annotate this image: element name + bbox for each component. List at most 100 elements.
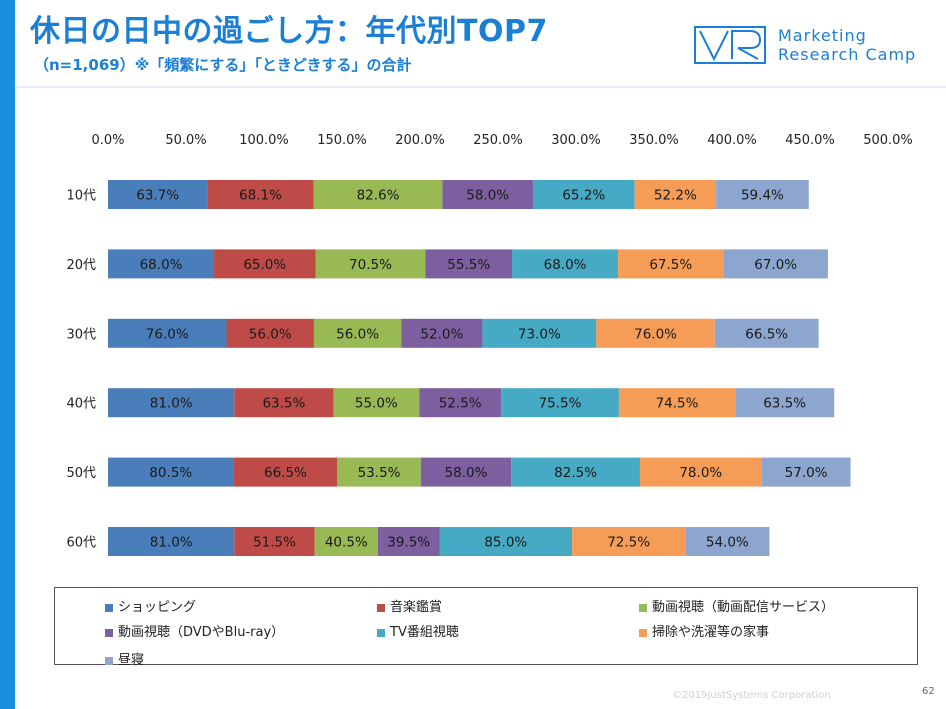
bar-segment: [716, 180, 809, 209]
bar-segment: [596, 318, 715, 348]
bar-segment: [714, 318, 819, 348]
bar-segment: [108, 457, 234, 487]
legend-swatch: [639, 603, 647, 612]
legend-label: 掃除や洗濯等の家事: [652, 625, 770, 640]
bar-segment: [315, 249, 426, 279]
data-label: 72.5%: [607, 535, 650, 551]
data-label: 75.5%: [539, 396, 582, 412]
bar-segment: [439, 527, 573, 556]
legend-label: 動画視聴（動画配信サービス）: [652, 600, 835, 615]
legend-label: TV番組視聴: [390, 625, 459, 640]
bar-segment: [108, 318, 227, 348]
data-label: 52.5%: [439, 396, 482, 412]
legend-label: 音楽鑑賞: [390, 600, 443, 615]
bar-segment: [512, 249, 619, 279]
data-label: 67.5%: [649, 257, 692, 273]
bar-segment: [377, 527, 440, 556]
bar-segment: [511, 457, 640, 487]
bar-segment: [234, 388, 334, 418]
data-label: 76.0%: [634, 326, 677, 342]
category-label: 20代: [66, 258, 96, 273]
data-label: 85.0%: [484, 535, 527, 551]
data-label: 51.5%: [253, 535, 296, 551]
data-label: 58.0%: [445, 465, 488, 481]
category-label: 30代: [66, 327, 96, 342]
data-label: 80.5%: [149, 465, 192, 481]
category-label: 40代: [66, 397, 96, 412]
bar-segment: [226, 318, 314, 348]
data-label: 63.5%: [262, 396, 305, 412]
bar-segment: [108, 527, 235, 556]
legend-swatch: [639, 628, 647, 637]
data-label: 39.5%: [387, 535, 430, 551]
legend-swatch: [105, 628, 113, 637]
bar-segment: [314, 527, 378, 556]
legend-item: 動画視聴（動画配信サービス）: [639, 596, 834, 615]
x-tick-label: 450.0%: [785, 133, 835, 148]
legend-label: 動画視聴（DVDやBlu-ray）: [118, 625, 285, 640]
header-divider: [15, 86, 946, 88]
bar-segment: [532, 180, 635, 209]
legend-label: ショッピング: [118, 600, 197, 615]
data-label: 68.0%: [544, 257, 587, 273]
data-label: 82.6%: [357, 188, 400, 204]
logo-mark: VR: [694, 26, 766, 64]
data-label: 55.5%: [447, 257, 490, 273]
data-label: 57.0%: [785, 465, 828, 481]
data-label: 65.2%: [562, 188, 605, 204]
data-label: 68.0%: [140, 257, 183, 273]
legend-item: 音楽鑑賞: [377, 596, 442, 615]
legend-item: 掃除や洗濯等の家事: [639, 621, 769, 640]
bar-segment: [685, 527, 770, 556]
data-label: 53.5%: [358, 465, 401, 481]
bar-segment: [234, 527, 315, 556]
x-tick-label: 100.0%: [239, 133, 289, 148]
bar-segment: [761, 457, 851, 487]
x-tick-label: 50.0%: [165, 133, 206, 148]
data-label: 81.0%: [150, 396, 193, 412]
bar-segment: [572, 527, 686, 556]
data-label: 56.0%: [336, 326, 379, 342]
legend-swatch: [377, 603, 385, 612]
data-label: 67.0%: [754, 257, 797, 273]
legend-swatch: [377, 628, 385, 637]
data-label: 70.5%: [349, 257, 392, 273]
data-label: 78.0%: [679, 465, 722, 481]
chart-legend: ショッピング 音楽鑑賞 動画視聴（動画配信サービス） 動画視聴（DVDやBlu-ray…: [54, 587, 918, 668]
legend-swatch: [105, 656, 113, 665]
data-label: 76.0%: [146, 326, 189, 342]
data-label: 55.0%: [355, 396, 398, 412]
x-tick-label: 150.0%: [317, 133, 367, 148]
data-label: 58.0%: [466, 188, 509, 204]
bar-segment: [313, 318, 402, 348]
left-accent-bar: [0, 0, 15, 709]
bar-segment: [401, 318, 483, 348]
bar-segment: [337, 457, 421, 487]
bar-segment: [639, 457, 762, 487]
legend-item: 動画視聴（DVDやBlu-ray）: [105, 621, 284, 640]
bar-segment: [425, 249, 513, 279]
category-label: 10代: [66, 189, 96, 204]
data-label: 66.5%: [745, 326, 788, 342]
x-tick-label: 350.0%: [629, 133, 679, 148]
bar-segment: [482, 318, 597, 348]
bar-segment: [108, 180, 208, 209]
legend-item: 昼寝: [105, 649, 144, 668]
data-label: 81.0%: [150, 535, 193, 551]
x-tick-label: 0.0%: [91, 133, 124, 148]
data-label: 54.0%: [706, 535, 749, 551]
bar-segment: [618, 249, 724, 279]
data-label: 82.5%: [554, 465, 597, 481]
bar-segment: [723, 249, 828, 279]
page-subtitle: （n=1,069）※「頻繁にする」「ときどきする」の合計: [34, 56, 412, 74]
data-label: 68.1%: [239, 188, 282, 204]
bar-segment: [333, 388, 420, 418]
legend-item: ショッピング: [105, 596, 196, 615]
bar-segment: [420, 457, 512, 487]
category-label: 60代: [66, 536, 96, 551]
logo-line-1: Marketing: [778, 26, 867, 45]
bar-segment: [233, 457, 338, 487]
category-label: 50代: [66, 466, 96, 481]
bar-segment: [419, 388, 502, 418]
